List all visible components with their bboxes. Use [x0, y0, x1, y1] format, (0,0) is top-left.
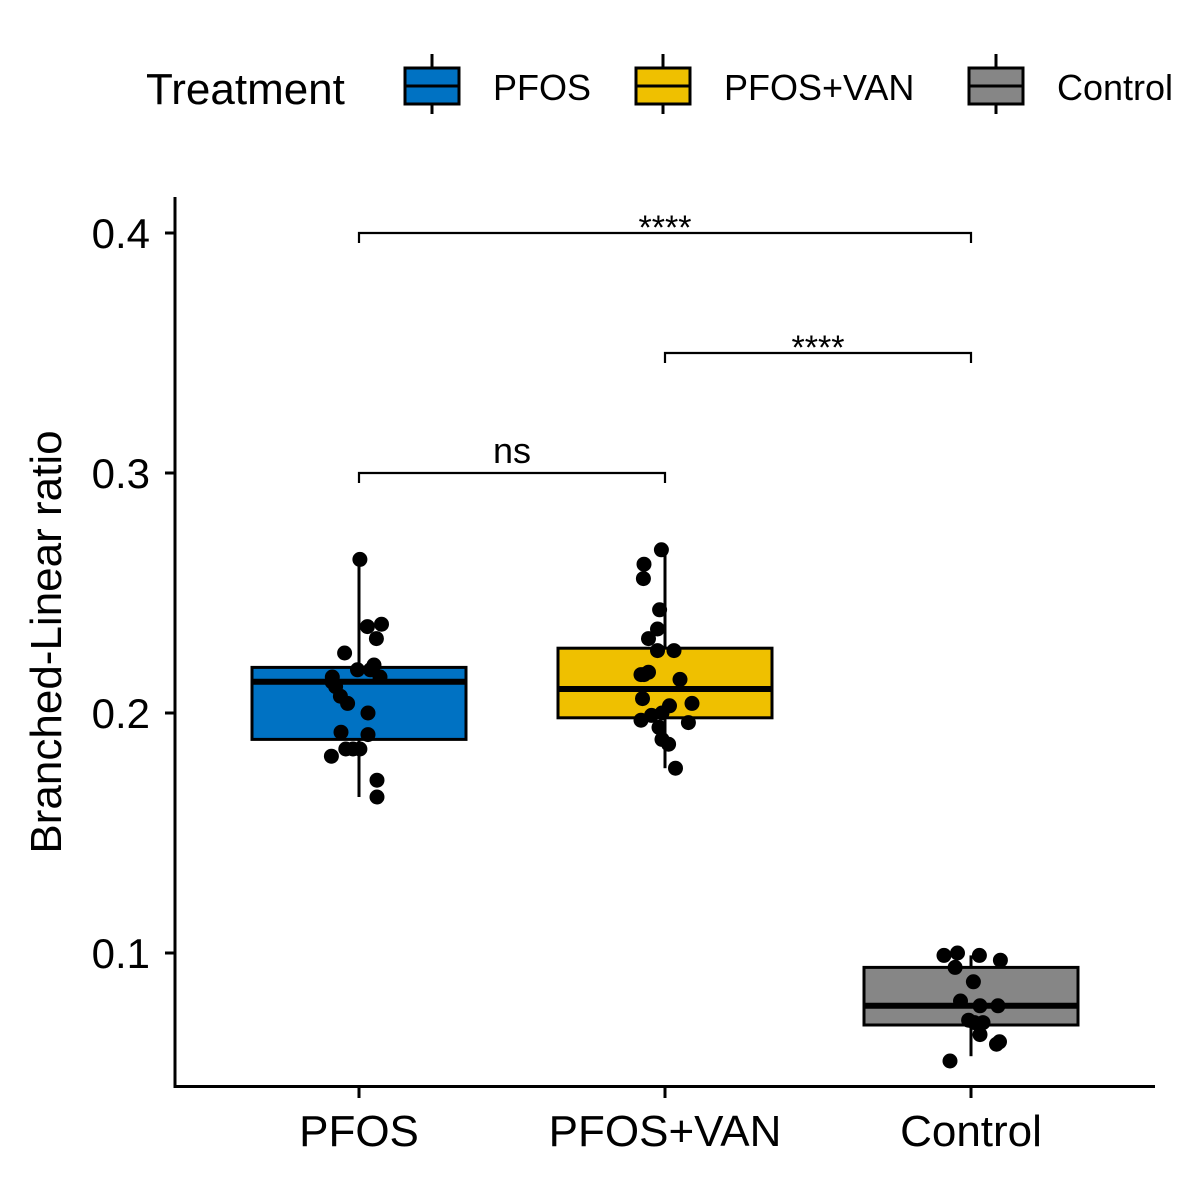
data-point	[650, 621, 665, 637]
data-point	[374, 616, 389, 632]
legend-entry: PFOS	[403, 54, 591, 114]
y-tick-label: 0.4	[92, 210, 150, 257]
data-point	[337, 645, 353, 661]
data-point	[360, 705, 376, 721]
data-point	[323, 748, 339, 764]
y-tick-label: 0.1	[92, 930, 150, 977]
y-axis-ticks: 0.1 0.2 0.3 0.4	[92, 210, 175, 977]
x-tick-label: PFOS+VAN	[549, 1107, 782, 1156]
data-point	[366, 657, 382, 673]
x-tick-label: Control	[900, 1107, 1042, 1156]
data-point	[666, 643, 682, 659]
data-point	[936, 947, 952, 963]
legend-entry-label: PFOS	[493, 67, 591, 108]
data-point	[668, 760, 683, 776]
legend-entries: PFOS PFOS+VAN Control	[403, 54, 1173, 114]
data-point	[965, 974, 981, 990]
x-axis-ticks: PFOS PFOS+VAN Control	[299, 1088, 1042, 1156]
x-tick-label: PFOS	[299, 1107, 419, 1156]
data-point	[635, 691, 650, 707]
box-pfos	[250, 561, 468, 797]
data-point	[359, 619, 375, 635]
data-point	[352, 741, 368, 757]
data-point	[971, 947, 987, 963]
legend-entry-label: Control	[1057, 67, 1173, 108]
data-point	[652, 602, 668, 618]
bracket-line	[663, 351, 973, 363]
significance-bracket: ****	[663, 329, 973, 367]
data-point	[633, 667, 649, 683]
data-point	[684, 695, 700, 711]
significance-label: ns	[493, 430, 531, 471]
legend-entry: PFOS+VAN	[634, 54, 914, 114]
legend-entry-label: PFOS+VAN	[724, 67, 914, 108]
y-axis: 0.1 0.2 0.3 0.4	[92, 197, 177, 1088]
x-axis: PFOS PFOS+VAN Control	[173, 1085, 1155, 1156]
data-point	[953, 993, 968, 1009]
data-point	[333, 724, 349, 740]
data-point	[975, 1015, 991, 1031]
significance-bracket: ****	[357, 209, 973, 247]
data-point	[372, 669, 388, 685]
data-point	[369, 789, 385, 805]
significance-label: ****	[792, 329, 845, 367]
data-point	[368, 631, 384, 647]
data-point	[650, 643, 665, 659]
bracket-line	[357, 471, 667, 483]
data-points	[323, 542, 1008, 1069]
data-point	[947, 959, 963, 975]
legend: Treatment PFOS PFOS+VAN Control	[146, 54, 1173, 114]
data-point	[350, 662, 365, 678]
y-axis-title: Branched-Linear ratio	[22, 430, 71, 853]
data-point	[992, 952, 1008, 968]
data-point	[942, 1053, 958, 1069]
data-point	[651, 719, 667, 735]
significance-label: ****	[639, 209, 692, 247]
data-point	[633, 712, 649, 728]
legend-title: Treatment	[146, 65, 345, 114]
significance-brackets: ns **** ****	[357, 209, 973, 483]
y-tick-label: 0.3	[92, 450, 150, 497]
data-point	[369, 772, 385, 788]
data-point	[661, 736, 677, 752]
y-tick-label: 0.2	[92, 690, 150, 737]
box-iqr	[250, 665, 468, 741]
data-point	[352, 551, 368, 567]
data-point	[635, 571, 651, 587]
data-point	[990, 998, 1006, 1014]
data-point	[653, 542, 669, 558]
data-point	[672, 671, 688, 687]
data-point	[680, 715, 696, 731]
data-point	[972, 1027, 988, 1043]
data-point	[641, 631, 656, 647]
bracket-line	[357, 231, 973, 243]
data-point	[332, 688, 348, 704]
significance-bracket: ns	[357, 430, 667, 483]
data-point	[360, 727, 376, 743]
data-point	[992, 1034, 1007, 1050]
box-control	[862, 955, 1080, 1057]
data-point	[972, 998, 988, 1014]
data-point	[636, 556, 652, 572]
legend-entry: Control	[967, 54, 1173, 114]
data-point	[950, 945, 965, 961]
